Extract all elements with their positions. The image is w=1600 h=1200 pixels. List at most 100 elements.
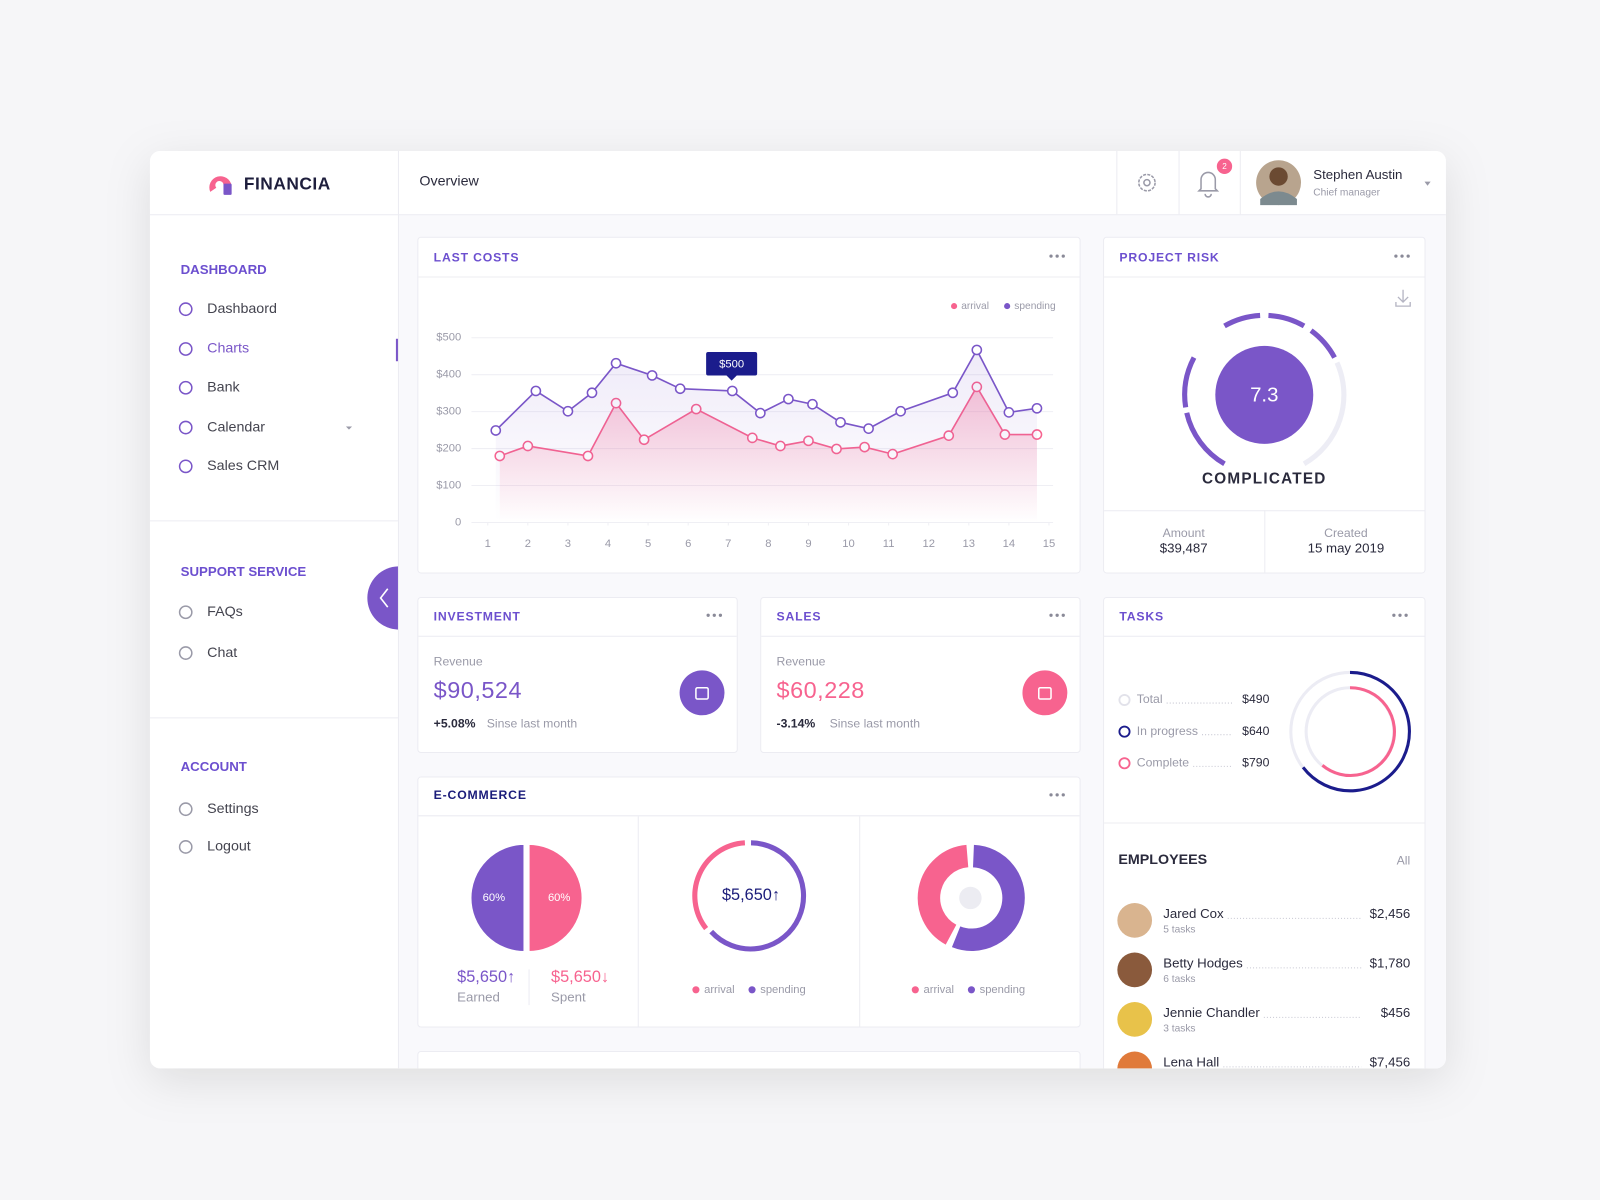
notification-count: 2 — [1222, 162, 1227, 171]
task-value: $640 — [1242, 724, 1269, 738]
menu-dot — [1406, 254, 1410, 258]
task-marker — [1118, 693, 1131, 707]
x-tick-label: 12 — [922, 538, 934, 550]
employee-list: Jared Cox 5 tasks $2,456 Betty Hodges 6 task… — [1117, 903, 1410, 1069]
menu-dot — [1061, 793, 1065, 797]
kpi-note: Sinse last month — [487, 717, 578, 731]
nav-icon — [178, 802, 193, 817]
employee-avatar — [1117, 903, 1153, 938]
employee-name[interactable]: Jennie Chandler — [1163, 1005, 1260, 1020]
pie-slice — [527, 842, 584, 954]
kpi-change: -3.14% — [777, 717, 816, 731]
legend-label: arrival — [961, 301, 989, 312]
legend-label: spending — [1014, 301, 1056, 312]
y-tick-label: $400 — [436, 369, 461, 381]
point — [754, 407, 766, 419]
nav-item[interactable]: FAQs — [207, 604, 243, 620]
nav-icon — [178, 420, 193, 435]
card-menu[interactable] — [1049, 613, 1065, 617]
card-menu[interactable] — [1392, 613, 1408, 617]
employee-tasks: 5 tasks — [1163, 924, 1195, 935]
card-menu[interactable] — [1049, 793, 1065, 797]
employee-name[interactable]: Betty Hodges — [1163, 955, 1243, 970]
tooltip — [706, 352, 758, 381]
point — [971, 344, 983, 356]
card-menu[interactable] — [1049, 254, 1065, 258]
x-tick-label: 4 — [605, 538, 611, 550]
point — [1003, 407, 1015, 418]
legends: arrival spending arrival spending — [692, 984, 1025, 996]
employee-tasks: 6 tasks — [1163, 974, 1195, 985]
legend-label: arrival — [704, 984, 735, 996]
x-tick-label: 5 — [645, 538, 651, 550]
card-title: INVESTMENT — [434, 610, 521, 624]
x-tick-label: 11 — [883, 538, 895, 550]
task-list: Total $490 In progress $640 Complete $790 — [1118, 692, 1270, 769]
slice-label: 60% — [483, 892, 505, 904]
section-title: EMPLOYEES — [1118, 852, 1207, 868]
created-label: Created — [1324, 526, 1368, 540]
collapse-button[interactable] — [367, 566, 430, 630]
card-menu[interactable] — [1394, 254, 1410, 258]
card-menu[interactable] — [706, 613, 723, 617]
task-rings — [1289, 670, 1411, 793]
brand: FINANCIA — [244, 173, 331, 193]
menu-dot — [1061, 254, 1065, 258]
dropdown-caret[interactable] — [345, 426, 353, 430]
nav-item[interactable]: Chat — [207, 645, 237, 661]
x-tick-label: 9 — [805, 538, 811, 550]
user-name[interactable]: Stephen Austin — [1313, 167, 1402, 182]
amount-value: $39,487 — [1160, 540, 1208, 555]
settings-button[interactable] — [1138, 173, 1156, 192]
section-title: DASHBOARD — [181, 262, 268, 277]
gauge-segment — [1309, 328, 1337, 359]
employee-name[interactable]: Jared Cox — [1163, 906, 1224, 921]
x-tick-label: 14 — [1003, 538, 1015, 550]
kpi-change: +5.08% — [434, 717, 476, 731]
nav-item[interactable]: Dashbaord — [207, 301, 277, 317]
kpi-label: Revenue — [434, 654, 483, 668]
nav-item[interactable]: Sales CRM — [207, 458, 279, 474]
spent-label: Spent — [551, 989, 586, 1004]
point — [1031, 402, 1043, 414]
kpi-value: $90,524 — [434, 677, 522, 703]
section-title: ACCOUNT — [181, 759, 247, 774]
x-tick-label: 13 — [963, 538, 975, 550]
active-indicator — [395, 338, 398, 362]
nav-item[interactable]: Settings — [207, 801, 259, 817]
point — [586, 387, 598, 399]
card — [1103, 596, 1426, 1069]
nav-item[interactable]: Logout — [207, 839, 251, 855]
x-tick-label: 2 — [525, 538, 531, 550]
avatar[interactable] — [1256, 160, 1302, 206]
nav-item[interactable]: Bank — [207, 380, 240, 396]
point — [835, 416, 846, 428]
menu-dot — [712, 613, 716, 617]
user-menu-caret[interactable] — [1424, 181, 1431, 186]
card-title: TASKS — [1119, 610, 1164, 624]
gauge-segment — [1268, 312, 1306, 329]
slice-label: 60% — [548, 892, 570, 904]
menu-dot — [1055, 254, 1059, 258]
legend-swatch — [692, 986, 700, 994]
nav-item[interactable]: Calendar — [207, 419, 265, 435]
header — [149, 151, 1446, 215]
app: FINANCIA Overview 2 Stephen Austin Chief… — [149, 151, 1446, 1069]
y-tick-label: $300 — [436, 406, 461, 418]
notifications-button[interactable] — [1197, 158, 1233, 198]
legend-swatch — [967, 986, 975, 994]
nav-item[interactable]: Charts — [207, 341, 249, 357]
gauge — [1182, 312, 1347, 467]
download-button[interactable] — [1395, 289, 1411, 307]
nav-icon — [178, 459, 193, 474]
amount-label: Amount — [1163, 526, 1206, 540]
page-title: Overview — [419, 173, 479, 189]
x-tick-label: 7 — [725, 538, 731, 550]
nav-icon — [178, 646, 193, 660]
legend-label: arrival — [923, 984, 954, 996]
menu-dot — [1392, 613, 1396, 617]
x-tick-label: 1 — [485, 538, 491, 550]
all-link[interactable]: All — [1397, 853, 1411, 867]
employee-name[interactable]: Lena Hall — [1163, 1054, 1219, 1069]
